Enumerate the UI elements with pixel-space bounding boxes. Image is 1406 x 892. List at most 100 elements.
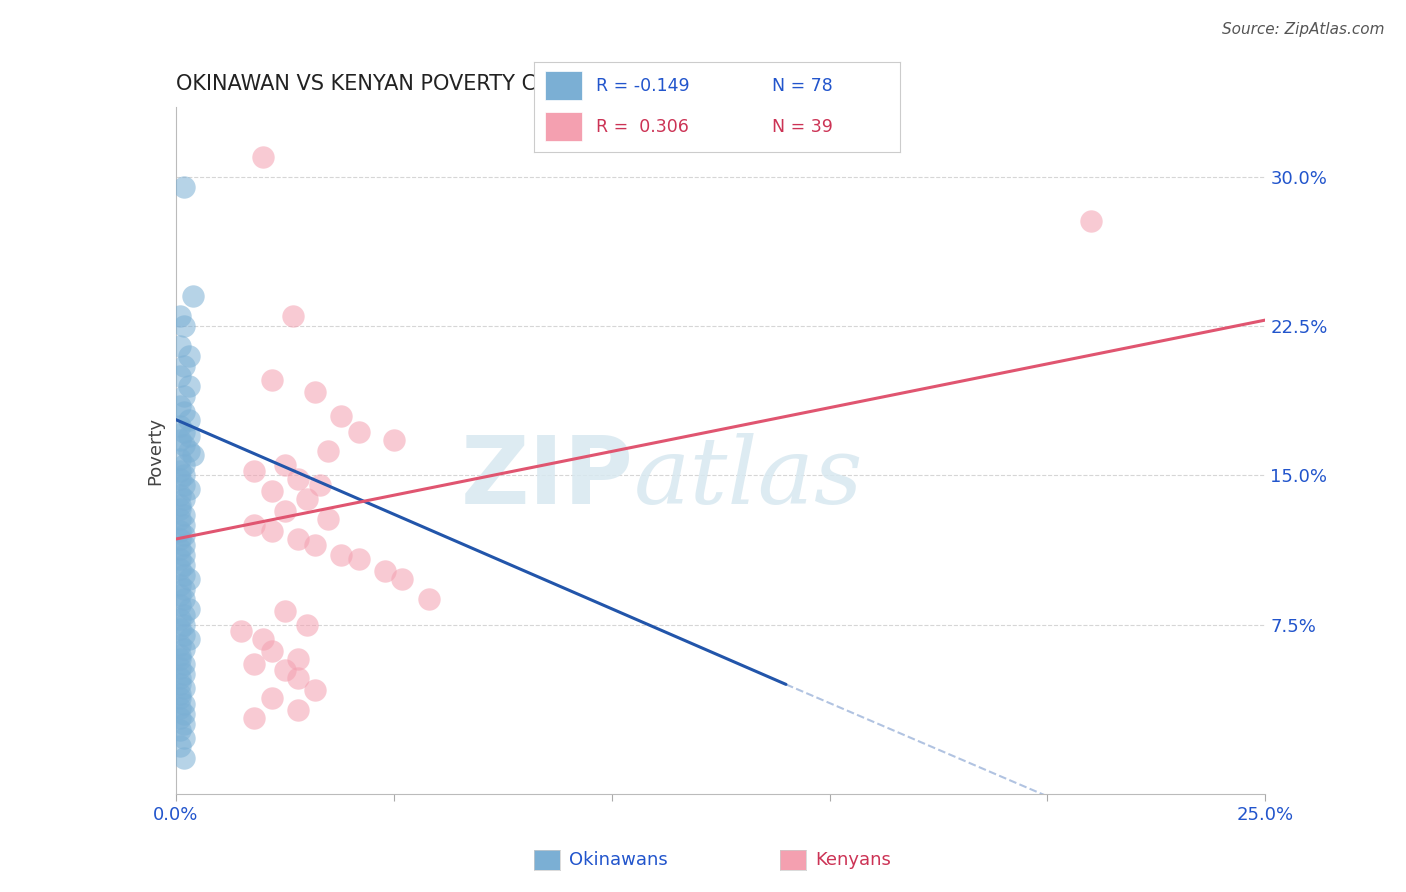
Point: [173, 607, 195, 622]
Point: [169, 512, 191, 526]
Point: [173, 528, 195, 542]
Point: [173, 657, 195, 672]
Point: [173, 538, 195, 552]
Text: atlas: atlas: [633, 433, 863, 523]
Point: [330, 548, 353, 562]
Point: [287, 672, 309, 686]
Point: [169, 598, 191, 612]
Text: R = -0.149: R = -0.149: [596, 77, 690, 95]
Text: Kenyans: Kenyans: [815, 851, 891, 869]
Point: [330, 409, 353, 423]
Point: [287, 532, 309, 546]
Point: [243, 711, 266, 725]
Point: [287, 651, 309, 665]
Point: [181, 289, 204, 303]
Point: [173, 458, 195, 473]
Point: [173, 681, 195, 696]
Point: [177, 412, 200, 426]
Point: [173, 717, 195, 731]
Point: [382, 433, 405, 447]
Point: [274, 604, 297, 618]
Point: [252, 632, 274, 646]
Point: [274, 664, 297, 678]
Point: [173, 707, 195, 722]
Point: [169, 433, 191, 447]
Point: [173, 404, 195, 418]
Point: [169, 464, 191, 478]
Text: Source: ZipAtlas.com: Source: ZipAtlas.com: [1222, 22, 1385, 37]
Point: [173, 492, 195, 507]
Point: [318, 444, 340, 458]
Point: [169, 661, 191, 675]
Point: [274, 504, 297, 518]
Point: [169, 368, 191, 383]
Point: [169, 472, 191, 486]
Point: [173, 359, 195, 373]
Point: [169, 502, 191, 516]
Point: [318, 512, 340, 526]
Point: [173, 698, 195, 712]
Point: [177, 349, 200, 363]
Point: [169, 452, 191, 467]
Point: [169, 648, 191, 662]
Point: [304, 538, 326, 552]
Point: [173, 389, 195, 403]
Point: [260, 643, 283, 657]
Text: OKINAWAN VS KENYAN POVERTY CORRELATION CHART: OKINAWAN VS KENYAN POVERTY CORRELATION C…: [176, 74, 747, 95]
Point: [418, 591, 440, 606]
Point: [169, 739, 191, 753]
Point: [169, 562, 191, 576]
Text: N = 78: N = 78: [772, 77, 832, 95]
Point: [295, 617, 318, 632]
Point: [173, 179, 195, 194]
Point: [173, 641, 195, 656]
Point: [391, 572, 413, 586]
Text: R =  0.306: R = 0.306: [596, 118, 689, 136]
Point: [243, 464, 266, 478]
Point: [173, 548, 195, 562]
Point: [177, 444, 200, 458]
Point: [169, 552, 191, 566]
Point: [173, 731, 195, 746]
Point: [177, 572, 200, 586]
Point: [173, 468, 195, 483]
Point: [169, 588, 191, 602]
Text: Okinawans: Okinawans: [569, 851, 668, 869]
Point: [169, 532, 191, 546]
Point: [169, 339, 191, 353]
Point: [1080, 213, 1102, 227]
Point: [173, 508, 195, 523]
Point: [177, 632, 200, 646]
Point: [374, 564, 396, 578]
Point: [173, 751, 195, 765]
Point: [260, 373, 283, 387]
Point: [173, 438, 195, 452]
Point: [274, 458, 297, 473]
Point: [169, 399, 191, 413]
Point: [169, 524, 191, 538]
Point: [173, 567, 195, 582]
Point: [173, 518, 195, 533]
Y-axis label: Poverty: Poverty: [146, 417, 165, 484]
Point: [169, 701, 191, 715]
Point: [260, 484, 283, 499]
Point: [173, 591, 195, 606]
Point: [169, 723, 191, 738]
Point: [169, 488, 191, 502]
Point: [231, 624, 253, 638]
Point: [181, 449, 204, 463]
Point: [173, 667, 195, 681]
Point: [308, 478, 330, 492]
Point: [243, 518, 266, 533]
Point: [173, 425, 195, 439]
Point: [260, 524, 283, 538]
Point: [169, 309, 191, 323]
Point: [295, 492, 318, 507]
Point: [173, 617, 195, 632]
Point: [260, 691, 283, 706]
Point: [347, 552, 370, 566]
Point: [169, 677, 191, 691]
Point: [169, 691, 191, 706]
Bar: [546, 112, 582, 141]
Point: [304, 683, 326, 698]
